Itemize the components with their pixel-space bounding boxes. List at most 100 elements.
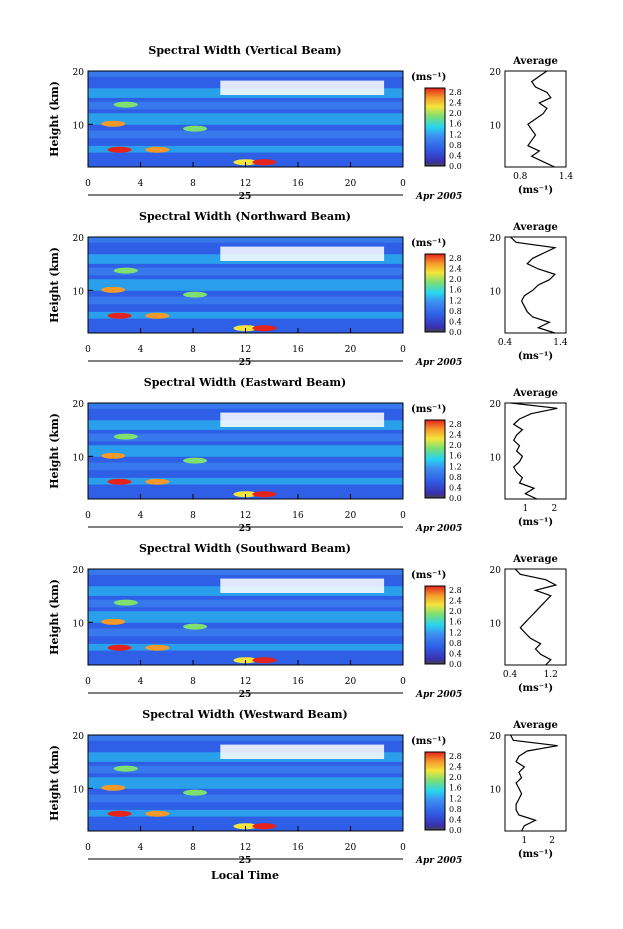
avg-profile-line [510, 236, 557, 334]
heatmap-band [88, 809, 403, 817]
y-tick-label: 10 [73, 121, 85, 131]
avg-y-tick-label: 20 [490, 400, 502, 410]
avg-title: Average [512, 56, 558, 67]
avg-unit: (ms⁻¹) [518, 683, 553, 694]
avg-x-tick-label: 1 [522, 836, 528, 846]
x-tick-label: 0 [400, 677, 406, 687]
avg-profile-line [514, 568, 558, 666]
colorbar-tick-label: 2.0 [449, 109, 462, 118]
heatmap-band [88, 462, 403, 471]
panel-title: Spectral Width (Southward Beam) [139, 542, 351, 555]
avg-profile-line [510, 402, 558, 500]
heatmap-band [88, 237, 403, 243]
x-tick-label: 0 [400, 843, 406, 853]
heatmap-band [88, 599, 403, 608]
colorbar-tick-label: 2.0 [449, 441, 462, 450]
heatmap-band [88, 611, 403, 623]
heatmap-hotspot [183, 457, 208, 464]
colorbar-tick-label: 1.6 [449, 452, 462, 461]
x-tick-label: 20 [345, 511, 357, 521]
avg-profile-line [509, 734, 558, 832]
avg-frame [504, 70, 567, 168]
x-tick-label: 4 [138, 179, 144, 189]
y-tick-label: 20 [73, 234, 85, 244]
y-tick-label: 20 [73, 68, 85, 78]
colorbar-tick-label: 2.8 [449, 586, 462, 595]
panel-1: Spectral Width (Vertical Beam) Height (km… [48, 44, 573, 202]
avg-x-tick-label: 0.4 [498, 338, 513, 348]
heatmap-band [88, 794, 403, 803]
x-tick-label: 8 [190, 179, 196, 189]
colorbar-tick-label: 2.0 [449, 275, 462, 284]
colorbar [424, 419, 446, 499]
heatmap-band [88, 445, 403, 457]
x-tick-label: 0 [85, 345, 91, 355]
heatmap-hotspot [145, 146, 170, 153]
colorbar-tick-label: 0.0 [449, 328, 462, 337]
colorbar-tick-label: 0.4 [449, 815, 462, 824]
avg-frame [504, 236, 567, 334]
date-day: 25 [239, 856, 252, 866]
missing-data-strip [220, 744, 385, 759]
y-axis-label: Height (km) [48, 745, 61, 821]
colorbar-tick-label: 2.8 [449, 420, 462, 429]
heatmap-band [88, 569, 403, 575]
heatmap-hotspot [252, 491, 277, 498]
x-tick-label: 8 [190, 345, 196, 355]
avg-x-tick-label: 1.4 [553, 338, 568, 348]
colorbar-tick-label: 0.0 [449, 660, 462, 669]
heatmap-hotspot [101, 452, 126, 459]
heatmap-band [88, 433, 403, 442]
y-axis-label: Height (km) [48, 579, 61, 655]
x-tick-label: 12 [240, 345, 251, 355]
avg-frame [504, 568, 567, 666]
colorbar-tick-label: 2.4 [449, 763, 462, 772]
heatmap-hotspot [113, 433, 138, 440]
heatmap-band [88, 267, 403, 276]
date-month: Apr 2005 [415, 192, 462, 202]
heatmap-hotspot [252, 657, 277, 664]
y-tick-label: 10 [73, 453, 85, 463]
avg-unit: (ms⁻¹) [518, 517, 553, 528]
heatmap-hotspot [145, 478, 170, 485]
avg-title: Average [512, 720, 558, 731]
colorbar-tick-label: 2.8 [449, 752, 462, 761]
avg-y-tick-label: 20 [490, 732, 502, 742]
colorbar-tick-label: 0.8 [449, 473, 462, 482]
x-tick-label: 20 [345, 345, 357, 355]
heatmap-hotspot [183, 789, 208, 796]
heatmap-band [88, 279, 403, 291]
colorbar-tick-label: 1.6 [449, 120, 462, 129]
heatmap-band [88, 765, 403, 774]
avg-y-tick-label: 10 [490, 453, 502, 463]
missing-data-strip [220, 578, 385, 593]
colorbar-tick-label: 0.8 [449, 805, 462, 814]
avg-y-tick-label: 20 [490, 68, 502, 78]
heatmap-hotspot [101, 286, 126, 293]
heatmap-hotspot [101, 618, 126, 625]
colorbar-tick-label: 1.2 [449, 296, 462, 305]
heatmap-hotspot [145, 312, 170, 319]
heatmap-hotspot [145, 644, 170, 651]
colorbar-tick-label: 2.8 [449, 254, 462, 263]
colorbar-tick-label: 2.4 [449, 99, 462, 108]
x-tick-label: 20 [345, 179, 357, 189]
x-tick-label: 4 [138, 345, 144, 355]
avg-x-tick-label: 1 [522, 504, 528, 514]
colorbar-tick-label: 1.2 [449, 462, 462, 471]
panel-title: Spectral Width (Northward Beam) [139, 210, 351, 223]
avg-x-tick-label: 2 [549, 836, 555, 846]
y-axis-label: Height (km) [48, 413, 61, 489]
heatmap-band [88, 628, 403, 637]
heatmap-hotspot [113, 599, 138, 606]
y-axis-label: Height (km) [48, 247, 61, 323]
heatmap-band [88, 403, 403, 409]
heatmap-hotspot [252, 823, 277, 830]
avg-unit: (ms⁻¹) [518, 185, 553, 196]
x-tick-label: 16 [292, 345, 304, 355]
x-tick-label: 0 [400, 345, 406, 355]
date-day: 25 [239, 358, 252, 368]
x-tick-label: 16 [292, 843, 304, 853]
y-tick-label: 20 [73, 732, 85, 742]
colorbar-tick-label: 2.8 [449, 88, 462, 97]
